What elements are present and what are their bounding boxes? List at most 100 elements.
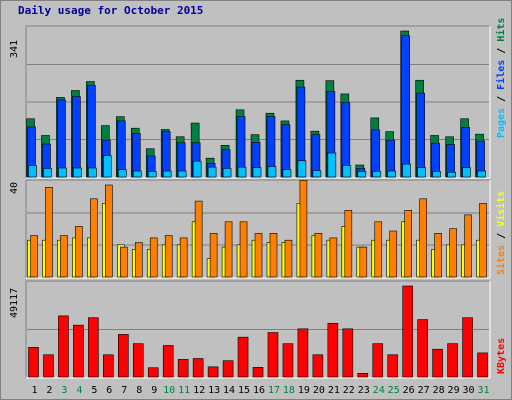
bar-sites-10 (164, 235, 173, 278)
day-label-15: 15 (238, 385, 250, 396)
y-max-label-daily: 341 (9, 39, 20, 58)
day-label-1: 1 (31, 385, 37, 396)
legend-kbytes: KBytes (496, 338, 507, 374)
bar-kbytes-14 (222, 360, 234, 378)
day-label-2: 2 (46, 385, 52, 396)
bar-pages-16 (252, 167, 262, 178)
bar-pages-14 (222, 168, 232, 178)
y-max-label-visits: 40 (9, 181, 20, 194)
legend-visits: Sites / Visits (496, 191, 507, 275)
bar-sites-24 (374, 221, 383, 278)
day-label-28: 28 (433, 385, 445, 396)
day-label-20: 20 (313, 385, 325, 396)
bar-kbytes-2 (43, 354, 54, 378)
bar-kbytes-30 (462, 317, 473, 378)
bar-files-26 (401, 35, 410, 178)
bar-kbytes-28 (432, 348, 443, 378)
day-label-11: 11 (178, 385, 190, 396)
bar-pages-10 (162, 170, 172, 178)
bar-sites-2 (45, 187, 53, 278)
bar-pages-3 (58, 167, 67, 178)
bar-kbytes-10 (162, 345, 174, 378)
bar-kbytes-11 (177, 359, 189, 378)
bar-kbytes-21 (327, 322, 339, 378)
bar-kbytes-31 (477, 352, 488, 378)
y-max-label-kbytes: 49117 (9, 287, 20, 318)
bar-sites-3 (60, 235, 68, 278)
bar-sites-14 (224, 221, 233, 278)
bar-kbytes-17 (267, 332, 279, 378)
bar-pages-15 (237, 166, 247, 178)
day-label-19: 19 (298, 385, 310, 396)
day-label-17: 17 (268, 385, 280, 396)
bar-files-8 (131, 133, 141, 178)
legend-sep-2: / (496, 41, 507, 60)
bar-sites-29 (449, 228, 457, 278)
bar-sites-22 (344, 210, 353, 278)
legend-sep-1: / (496, 89, 507, 108)
bar-pages-1 (28, 165, 37, 178)
bar-files-24 (371, 129, 381, 178)
bar-sites-18 (284, 239, 293, 278)
bar-pages-13 (207, 166, 217, 178)
bar-pages-11 (177, 170, 187, 178)
day-label-12: 12 (193, 385, 205, 396)
bar-sites-23 (359, 246, 368, 278)
day-label-23: 23 (358, 385, 370, 396)
bar-pages-25 (387, 170, 397, 178)
bar-sites-19 (299, 180, 308, 278)
bar-kbytes-8 (132, 343, 144, 378)
bar-sites-21 (329, 237, 338, 278)
bar-sites-31 (479, 203, 487, 278)
day-label-6: 6 (106, 385, 112, 396)
bar-sites-17 (269, 233, 278, 278)
day-label-7: 7 (121, 385, 127, 396)
day-label-4: 4 (76, 385, 82, 396)
bar-pages-9 (147, 171, 157, 178)
bar-pages-23 (357, 171, 367, 178)
bar-sites-20 (314, 233, 323, 278)
bar-pages-12 (192, 160, 202, 178)
bar-kbytes-5 (88, 317, 99, 378)
bar-files-7 (117, 120, 126, 178)
bar-kbytes-26 (402, 285, 413, 378)
legend-sep-3: / (496, 226, 507, 245)
bar-kbytes-9 (147, 367, 159, 378)
day-label-24: 24 (373, 385, 385, 396)
bar-kbytes-1 (28, 347, 39, 378)
chart-title: Daily usage for October 2015 (18, 4, 204, 17)
bar-pages-7 (118, 169, 127, 178)
bar-files-18 (281, 124, 291, 178)
bar-pages-26 (402, 163, 411, 178)
bar-sites-25 (389, 230, 398, 278)
bar-kbytes-23 (357, 372, 369, 378)
legend-visits-label: Visits (496, 190, 507, 227)
day-label-13: 13 (208, 385, 220, 396)
bar-files-27 (416, 92, 425, 178)
day-label-3: 3 (61, 385, 67, 396)
legend-daily: Pages / Files / Hits (496, 18, 507, 138)
bar-pages-29 (447, 171, 456, 178)
legend-hits: Hits (496, 17, 507, 42)
bar-sites-6 (105, 184, 113, 278)
bar-pages-18 (282, 169, 292, 178)
bar-pages-22 (342, 165, 352, 178)
day-label-27: 27 (418, 385, 430, 396)
bar-pages-30 (462, 167, 471, 178)
bar-sites-4 (75, 226, 83, 278)
bar-pages-2 (43, 168, 52, 178)
bar-pages-5 (88, 167, 97, 178)
bar-sites-7 (120, 246, 128, 278)
bar-sites-11 (179, 237, 188, 278)
bar-kbytes-20 (312, 354, 324, 378)
day-label-21: 21 (328, 385, 340, 396)
day-label-29: 29 (448, 385, 460, 396)
bar-sites-28 (434, 233, 442, 278)
bar-sites-26 (404, 210, 412, 278)
bar-sites-16 (254, 233, 263, 278)
bar-files-3 (57, 99, 66, 178)
bar-kbytes-16 (252, 367, 264, 378)
bar-sites-27 (419, 198, 427, 278)
